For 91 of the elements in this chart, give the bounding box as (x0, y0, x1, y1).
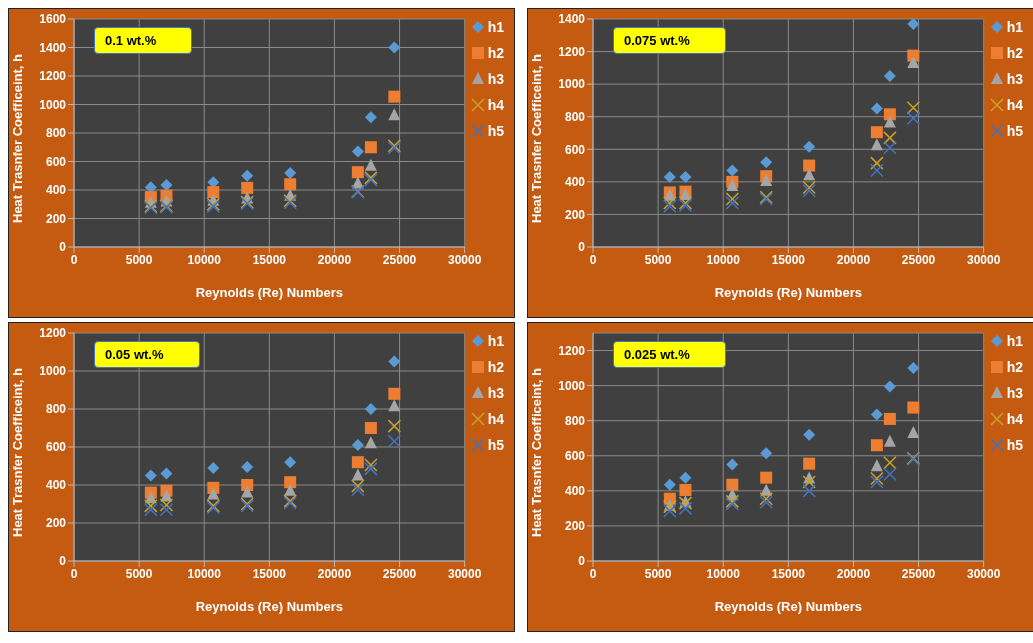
y-tick-label: 600 (564, 449, 586, 464)
legend-label: h2 (1006, 45, 1023, 61)
legend-label: h4 (487, 411, 504, 427)
y-tick-label: 800 (564, 413, 586, 428)
x-axis-title: Reynolds (Re) Numbers (714, 599, 863, 614)
x-tick-label: 0 (589, 252, 597, 267)
x-axis-title: Reynolds (Re) Numbers (195, 285, 344, 300)
x-tick-label: 25000 (382, 252, 417, 267)
y-tick-label: 1400 (558, 12, 586, 27)
x-tick-label: 10000 (706, 252, 741, 267)
x-tick-label: 15000 (252, 252, 287, 267)
y-tick-label: 1000 (558, 378, 586, 393)
legend-label: h2 (1006, 359, 1023, 375)
y-tick-label: 600 (45, 154, 67, 169)
x-tick-label: 5000 (125, 566, 153, 581)
x-tick-label: 25000 (901, 566, 936, 581)
x-tick-label: 30000 (447, 252, 482, 267)
x-axis-title: Reynolds (Re) Numbers (195, 599, 344, 614)
y-tick-label: 400 (564, 484, 586, 499)
title-box: 0.1 wt.% (94, 27, 193, 54)
legend-label: h2 (487, 359, 504, 375)
x-tick-label: 25000 (901, 252, 936, 267)
y-tick-label: 400 (45, 478, 67, 493)
legend-label: h5 (1006, 437, 1023, 453)
y-tick-label: 1600 (39, 12, 67, 27)
y-tick-label: 1200 (558, 343, 586, 358)
legend-label: h5 (487, 437, 504, 453)
y-tick-label: 800 (45, 126, 67, 141)
x-tick-label: 0 (589, 566, 597, 581)
title-box: 0.025 wt.% (613, 341, 726, 368)
legend-label: h1 (487, 333, 504, 349)
y-tick-label: 600 (45, 440, 67, 455)
x-tick-label: 20000 (836, 566, 871, 581)
title-box: 0.075 wt.% (613, 27, 726, 54)
y-axis-title: Heat Trasnfer Coefficeint, h (9, 367, 25, 537)
legend-label: h4 (1006, 411, 1023, 427)
y-tick-label: 400 (45, 183, 67, 198)
x-tick-label: 0 (70, 252, 78, 267)
x-tick-label: 15000 (771, 252, 806, 267)
legend-label: h1 (1006, 333, 1023, 349)
y-tick-label: 0 (59, 554, 67, 569)
x-tick-label: 5000 (644, 566, 672, 581)
x-tick-label: 30000 (966, 252, 1001, 267)
x-tick-label: 5000 (644, 252, 672, 267)
legend-label: h3 (487, 385, 504, 401)
y-tick-label: 200 (45, 516, 67, 531)
y-tick-label: 800 (45, 402, 67, 417)
y-tick-label: 0 (59, 240, 67, 255)
y-axis-title: Heat Trasnfer Coefficeint, h (528, 53, 544, 223)
x-tick-label: 30000 (966, 566, 1001, 581)
y-tick-label: 200 (564, 519, 586, 534)
y-tick-label: 600 (564, 142, 586, 157)
legend-label: h4 (1006, 97, 1023, 113)
x-tick-label: 15000 (252, 566, 287, 581)
x-axis-title: Reynolds (Re) Numbers (714, 285, 863, 300)
y-axis-title: Heat Trasnfer Coefficeint, h (9, 53, 25, 223)
y-tick-label: 800 (564, 109, 586, 124)
y-tick-label: 1400 (39, 40, 67, 55)
y-tick-label: 0 (578, 554, 586, 569)
title-box: 0.05 wt.% (94, 341, 200, 368)
x-tick-label: 10000 (706, 566, 741, 581)
y-tick-label: 400 (564, 175, 586, 190)
y-tick-label: 1000 (39, 97, 67, 112)
x-tick-label: 10000 (187, 566, 222, 581)
x-tick-label: 25000 (382, 566, 417, 581)
y-tick-label: 200 (564, 207, 586, 222)
y-tick-label: 1000 (558, 77, 586, 92)
x-tick-label: 30000 (447, 566, 482, 581)
legend-label: h1 (487, 19, 504, 35)
legend-label: h4 (487, 97, 504, 113)
x-tick-label: 0 (70, 566, 78, 581)
x-tick-label: 20000 (836, 252, 871, 267)
y-tick-label: 1200 (39, 69, 67, 84)
legend-label: h2 (487, 45, 504, 61)
x-tick-label: 10000 (187, 252, 222, 267)
y-tick-label: 200 (45, 211, 67, 226)
y-tick-label: 0 (578, 240, 586, 255)
y-axis-title: Heat Trasnfer Coefficeint, h (528, 367, 544, 537)
legend-label: h5 (487, 123, 504, 139)
legend-label: h3 (1006, 385, 1023, 401)
y-tick-label: 1200 (558, 44, 586, 59)
y-tick-label: 1000 (39, 364, 67, 379)
legend-label: h3 (487, 71, 504, 87)
legend-label: h5 (1006, 123, 1023, 139)
x-tick-label: 5000 (125, 252, 153, 267)
x-tick-label: 20000 (317, 252, 352, 267)
x-tick-label: 20000 (317, 566, 352, 581)
y-tick-label: 1200 (39, 326, 67, 341)
x-tick-label: 15000 (771, 566, 806, 581)
legend-label: h3 (1006, 71, 1023, 87)
legend-label: h1 (1006, 19, 1023, 35)
